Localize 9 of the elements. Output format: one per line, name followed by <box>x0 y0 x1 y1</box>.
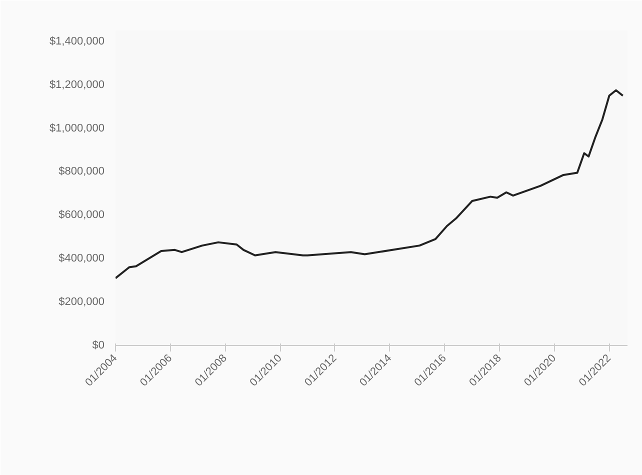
line-series <box>116 89 624 280</box>
y-tick-label: $1,400,000 <box>49 35 105 48</box>
y-tick-label: $0 <box>92 340 105 352</box>
y-tick-label: $400,000 <box>58 252 105 265</box>
y-tick-label: $800,000 <box>58 166 105 178</box>
y-tick-label: $200,000 <box>58 296 105 308</box>
y-tick-label: $600,000 <box>58 209 105 222</box>
y-tick-label: $1,000,000 <box>49 122 105 134</box>
y-tick-label: $1,200,000 <box>49 78 105 91</box>
